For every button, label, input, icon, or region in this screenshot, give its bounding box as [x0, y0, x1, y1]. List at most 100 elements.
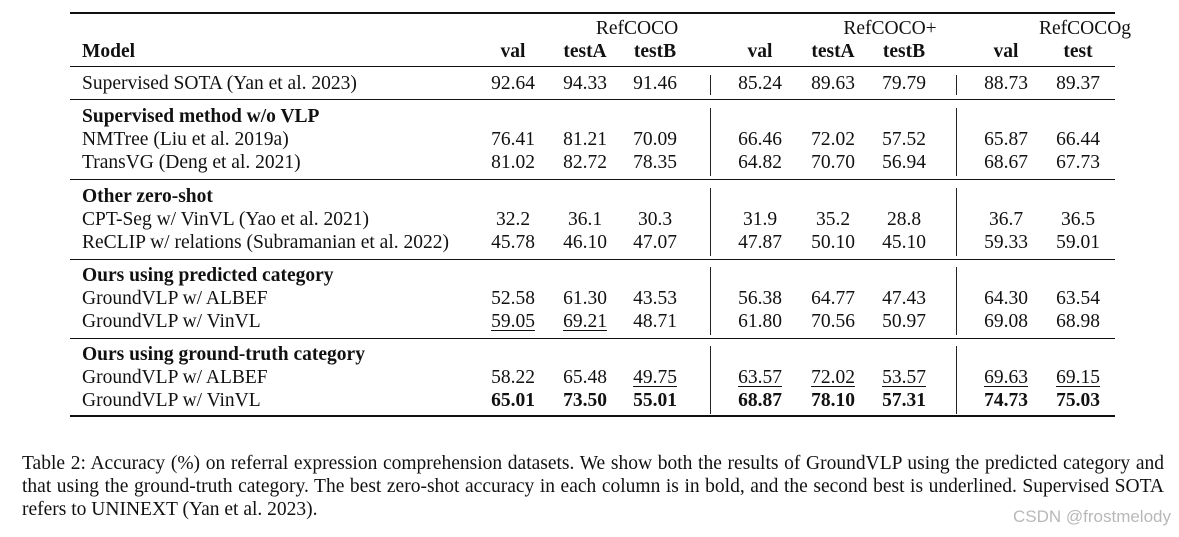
table-cell: 73.50: [563, 390, 607, 411]
row-model-name: GroundVLP w/ ALBEF: [82, 367, 268, 388]
column-separator: [710, 346, 711, 414]
col-header-testa: testA: [563, 41, 607, 62]
table-cell: 48.71: [633, 311, 677, 332]
column-separator: [956, 108, 957, 176]
table-cell: 57.31: [882, 390, 926, 411]
table-cell: 32.2: [495, 209, 531, 230]
table-cell: 68.67: [984, 152, 1028, 173]
column-separator: [956, 75, 957, 95]
table-cell: 82.72: [563, 152, 607, 173]
row-model-name: TransVG (Deng et al. 2021): [82, 152, 301, 173]
row-model-name: Supervised SOTA (Yan et al. 2023): [82, 73, 357, 94]
section-title: Ours using ground-truth category: [82, 344, 365, 365]
table-cell: 56.94: [882, 152, 926, 173]
table-cell: 61.30: [563, 288, 607, 309]
table-cell: 66.46: [738, 129, 782, 150]
table-cell: 31.9: [742, 209, 778, 230]
table-cell: 66.44: [1056, 129, 1100, 150]
table-cell: 64.77: [811, 288, 855, 309]
table-cell: 75.03: [1056, 390, 1100, 411]
table-cell: 70.70: [811, 152, 855, 173]
col-header-val: val: [500, 41, 526, 62]
table-cell: 55.01: [633, 390, 677, 411]
table-cell: 94.33: [563, 73, 607, 94]
table-cell: 72.02: [811, 367, 855, 388]
col-header-test: test: [1063, 41, 1093, 62]
table-cell: 35.2: [815, 209, 851, 230]
table-cell: 50.10: [811, 232, 855, 253]
table-cell: 69.63: [984, 367, 1028, 388]
table-cell: 85.24: [738, 73, 782, 94]
table-cell: 61.80: [738, 311, 782, 332]
group-header-refcocoplus: RefCOCO+: [843, 18, 937, 39]
column-separator: [710, 188, 711, 256]
bottom-rule: [70, 415, 1115, 417]
col-header-val: val: [747, 41, 773, 62]
table-cell: 36.7: [988, 209, 1024, 230]
table-cell: 43.53: [633, 288, 677, 309]
table-cell: 79.79: [882, 73, 926, 94]
table-cell: 63.54: [1056, 288, 1100, 309]
section-rule: [70, 179, 1115, 180]
table-cell: 78.35: [633, 152, 677, 173]
group-header-refcocog: RefCOCOg: [1038, 18, 1132, 39]
table-cell: 47.07: [633, 232, 677, 253]
section-title: Supervised method w/o VLP: [82, 106, 320, 127]
table-cell: 91.46: [633, 73, 677, 94]
top-rule: [70, 12, 1115, 14]
table-cell: 81.21: [563, 129, 607, 150]
table-caption: Table 2: Accuracy (%) on referral expres…: [22, 453, 1164, 520]
model-header: Model: [82, 41, 136, 62]
col-header-testa: testA: [811, 41, 855, 62]
table-cell: 50.97: [882, 311, 926, 332]
table-cell: 59.05: [491, 311, 535, 332]
section-rule: [70, 259, 1115, 260]
table-cell: 72.02: [811, 129, 855, 150]
table-cell: 64.82: [738, 152, 782, 173]
table-cell: 88.73: [984, 73, 1028, 94]
table-cell: 59.33: [984, 232, 1028, 253]
table-cell: 65.87: [984, 129, 1028, 150]
table-cell: 89.63: [811, 73, 855, 94]
section-title: Other zero-shot: [82, 186, 213, 207]
table-cell: 68.98: [1056, 311, 1100, 332]
row-model-name: ReCLIP w/ relations (Subramanian et al. …: [82, 232, 449, 253]
column-separator: [956, 188, 957, 256]
table-cell: 28.8: [886, 209, 922, 230]
table-cell: 76.41: [491, 129, 535, 150]
table-cell: 47.43: [882, 288, 926, 309]
table-cell: 36.1: [567, 209, 603, 230]
table-cell: 69.08: [984, 311, 1028, 332]
table-cell: 45.10: [882, 232, 926, 253]
column-separator: [710, 75, 711, 95]
table-cell: 63.57: [738, 367, 782, 388]
table-cell: 78.10: [811, 390, 855, 411]
table-cell: 69.21: [563, 311, 607, 332]
section-rule: [70, 338, 1115, 339]
table-cell: 64.30: [984, 288, 1028, 309]
table-cell: 47.87: [738, 232, 782, 253]
results-table: Model RefCOCO RefCOCO+ RefCOCOg Supervis…: [70, 0, 1131, 420]
table-cell: 65.01: [491, 390, 535, 411]
section-title: Ours using predicted category: [82, 265, 334, 286]
column-separator: [710, 108, 711, 176]
table-cell: 53.57: [882, 367, 926, 388]
table-cell: 89.37: [1056, 73, 1100, 94]
table-cell: 56.38: [738, 288, 782, 309]
table-cell: 65.48: [563, 367, 607, 388]
column-separator: [956, 267, 957, 335]
table-cell: 74.73: [984, 390, 1028, 411]
row-model-name: CPT-Seg w/ VinVL (Yao et al. 2021): [82, 209, 370, 230]
table-cell: 52.58: [491, 288, 535, 309]
group-header-refcoco: RefCOCO: [595, 18, 679, 39]
col-header-testb: testB: [882, 41, 926, 62]
table-cell: 30.3: [637, 209, 673, 230]
row-model-name: NMTree (Liu et al. 2019a): [82, 129, 289, 150]
column-separator: [710, 267, 711, 335]
section-rule: [70, 99, 1115, 100]
table-cell: 68.87: [738, 390, 782, 411]
table-cell: 67.73: [1056, 152, 1100, 173]
table-cell: 70.09: [633, 129, 677, 150]
table-cell: 92.64: [491, 73, 535, 94]
col-header-testb: testB: [633, 41, 677, 62]
